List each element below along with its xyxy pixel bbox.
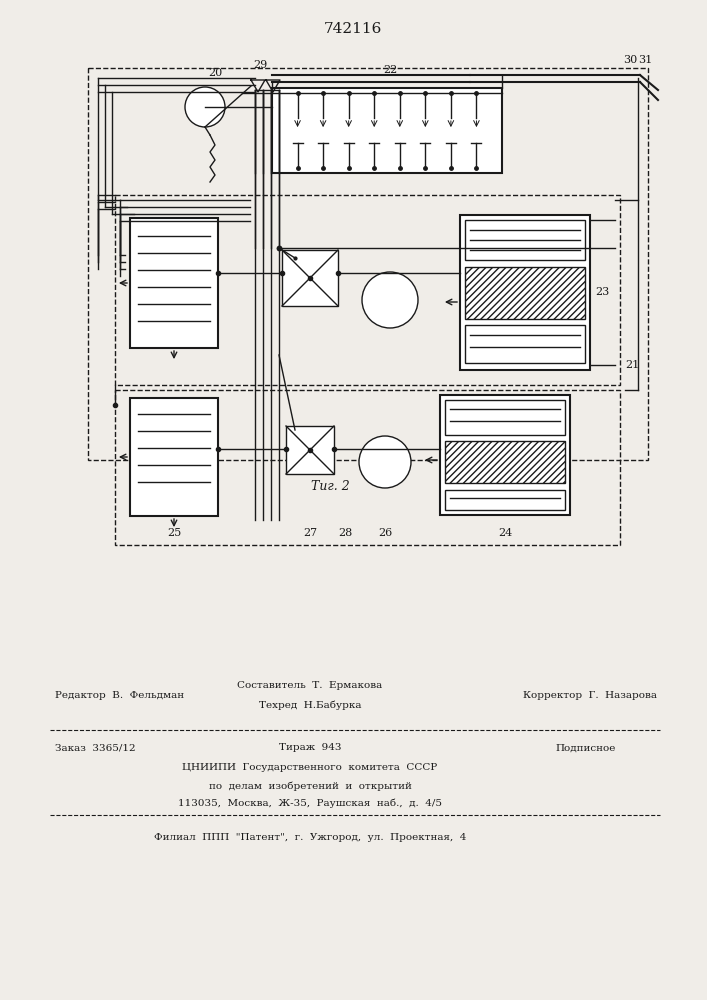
- Bar: [445, 490, 565, 510]
- Circle shape: [359, 436, 411, 488]
- Text: Корректор  Г.  Назарова: Корректор Г. Назарова: [523, 690, 657, 700]
- Text: Тираж  943: Тираж 943: [279, 744, 341, 752]
- Bar: [465, 267, 585, 319]
- Bar: [115, 390, 620, 545]
- Circle shape: [362, 272, 418, 328]
- Text: ЦНИИПИ  Государственного  комитета  СССР: ЦНИИПИ Государственного комитета СССР: [182, 764, 438, 772]
- Text: по  делам  изобретений  и  открытий: по делам изобретений и открытий: [209, 781, 411, 791]
- Bar: [282, 250, 338, 306]
- Text: 20: 20: [208, 68, 222, 78]
- Text: 28: 28: [338, 528, 352, 538]
- Text: 23: 23: [595, 287, 609, 297]
- Text: Подписное: Подписное: [555, 744, 615, 752]
- Bar: [465, 325, 585, 363]
- Text: 742116: 742116: [324, 22, 382, 36]
- Text: 22: 22: [383, 65, 397, 75]
- Bar: [286, 426, 334, 474]
- Text: Заказ  3365/12: Заказ 3365/12: [55, 744, 136, 752]
- Text: Техред  Н.Бабурка: Техред Н.Бабурка: [259, 700, 361, 710]
- Bar: [88, 68, 648, 460]
- Circle shape: [185, 87, 225, 127]
- Text: 113035,  Москва,  Ж-35,  Раушская  наб.,  д.  4/5: 113035, Москва, Ж-35, Раушская наб., д. …: [178, 798, 442, 808]
- Bar: [272, 88, 502, 173]
- Bar: [445, 441, 565, 483]
- Text: Составитель  Т.  Ермакова: Составитель Т. Ермакова: [238, 680, 382, 690]
- Bar: [440, 395, 570, 515]
- Text: 27: 27: [303, 528, 317, 538]
- Text: Редактор  В.  Фельдман: Редактор В. Фельдман: [55, 690, 184, 700]
- Text: Τиг. 2: Τиг. 2: [310, 480, 349, 493]
- Text: 26: 26: [378, 528, 392, 538]
- Bar: [130, 218, 218, 348]
- Bar: [130, 398, 218, 516]
- Text: Филиал  ППП  "Патент",  г.  Ужгород,  ул.  Проектная,  4: Филиал ППП "Патент", г. Ужгород, ул. Про…: [154, 832, 466, 842]
- Text: 25: 25: [167, 528, 181, 538]
- Bar: [115, 195, 620, 385]
- Text: 21: 21: [625, 360, 639, 370]
- Text: 29: 29: [253, 60, 267, 70]
- Text: 31: 31: [638, 55, 652, 65]
- Bar: [460, 215, 590, 370]
- Bar: [465, 220, 585, 260]
- Text: 24: 24: [498, 528, 512, 538]
- Bar: [445, 400, 565, 435]
- Text: 30: 30: [623, 55, 637, 65]
